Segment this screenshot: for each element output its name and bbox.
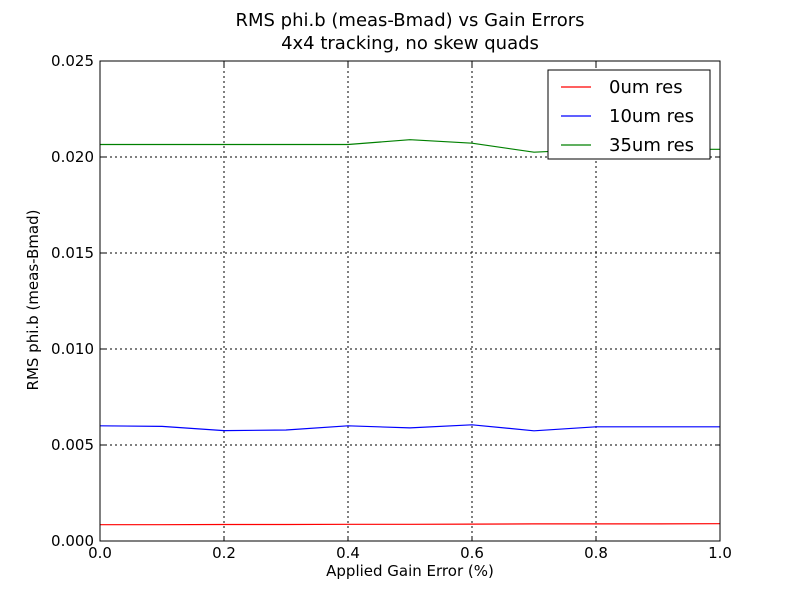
x-tick-label: 0.8 xyxy=(584,544,608,562)
x-tick-label: 0.0 xyxy=(88,544,112,562)
x-tick-label: 0.2 xyxy=(212,544,236,562)
series-lines xyxy=(99,139,721,526)
axis-ticks xyxy=(99,60,721,542)
y-tick-label: 0.020 xyxy=(51,148,94,166)
legend: 0um res 10um res 35um res xyxy=(547,69,711,160)
x-tick-label: 0.4 xyxy=(336,544,360,562)
chart-title: RMS phi.b (meas-Bmad) vs Gain Errors xyxy=(236,10,585,31)
x-tick-label: 0.6 xyxy=(460,544,484,562)
y-tick-labels: 0.000 0.005 0.010 0.015 0.020 0.025 xyxy=(51,52,94,550)
legend-label-2: 10um res xyxy=(609,106,694,127)
chart-subtitle: 4x4 tracking, no skew quads xyxy=(281,33,539,54)
x-axis-label: Applied Gain Error (%) xyxy=(326,562,494,580)
legend-box xyxy=(547,69,711,160)
y-tick-label: 0.015 xyxy=(51,244,94,262)
legend-entries: 0um res 10um res 35um res xyxy=(561,77,694,156)
series-line-1 xyxy=(100,523,721,526)
y-tick-label: 0.005 xyxy=(51,436,94,454)
legend-label-1: 0um res xyxy=(609,77,683,98)
y-axis-label: RMS phi.b (meas-Bmad) xyxy=(24,210,42,391)
plot-frame xyxy=(99,60,721,542)
y-tick-label: 0.000 xyxy=(51,532,94,550)
y-tick-label: 0.025 xyxy=(51,52,94,70)
x-tick-label: 1.0 xyxy=(708,544,732,562)
series-line-2 xyxy=(99,424,720,432)
y-tick-label: 0.010 xyxy=(51,340,94,358)
legend-label-3: 35um res xyxy=(609,135,694,156)
x-tick-labels: 0.0 0.2 0.4 0.6 0.8 1.0 xyxy=(88,544,732,562)
